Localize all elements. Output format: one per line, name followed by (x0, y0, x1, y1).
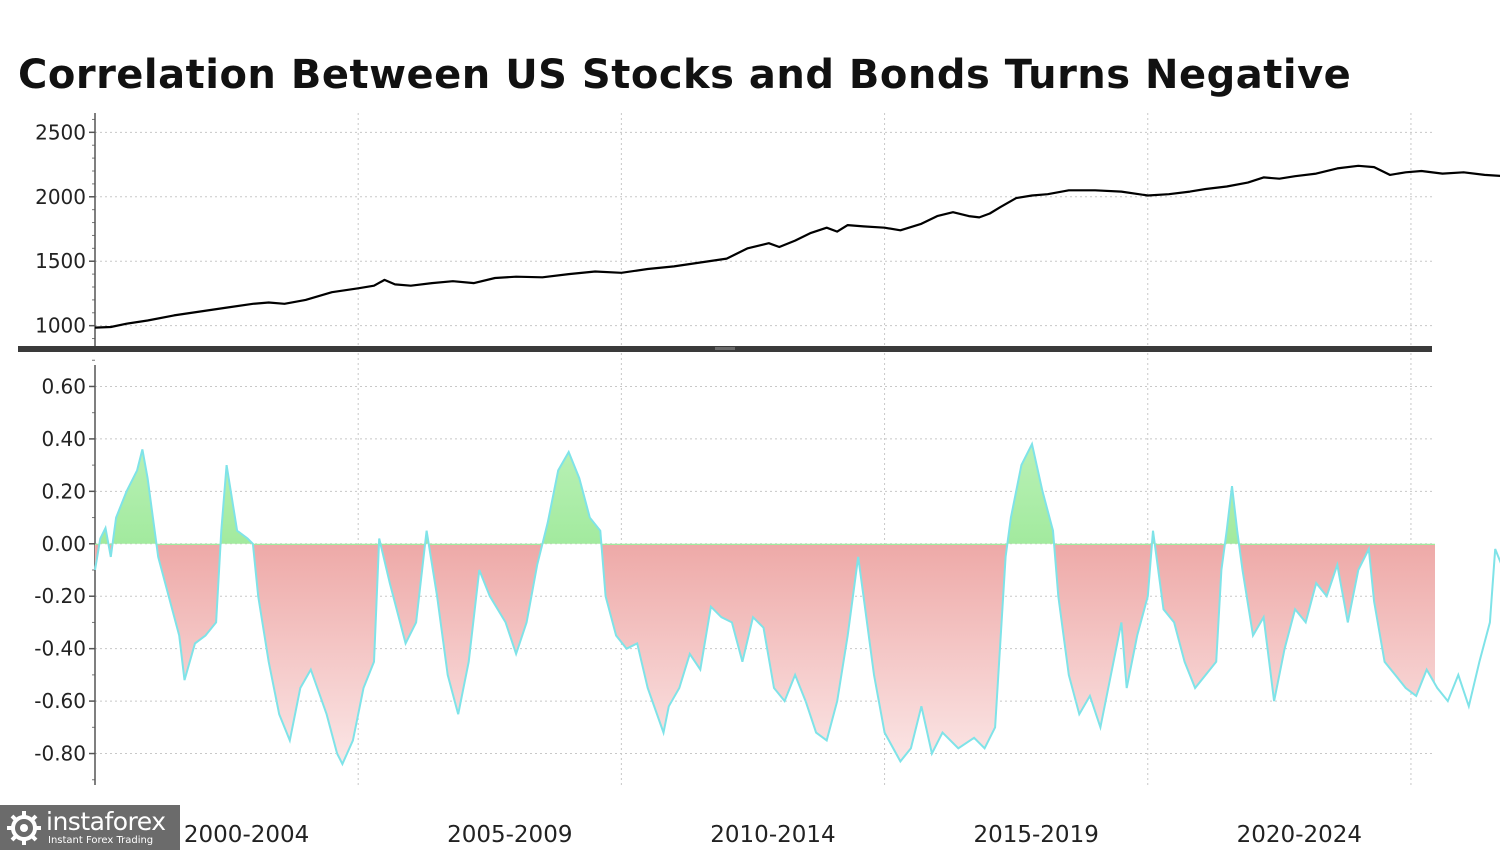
tick-labels: 1000 1500 2000 2500 0.60 0.40 0.20 0.00 -0.20 -0.… (34, 120, 1362, 848)
bottom-y-tick-label: 0.40 (41, 427, 86, 451)
x-axis-label: 2020-2024 (1237, 822, 1362, 848)
panel-divider-handle (715, 347, 735, 350)
x-axis-label: 2015-2019 (973, 822, 1098, 848)
instaforex-watermark: instaforex Instant Forex Trading (0, 805, 180, 850)
top-y-tick-label: 2500 (35, 120, 86, 144)
top-y-tick-label: 1000 (35, 314, 86, 338)
bottom-y-tick-label: -0.40 (34, 637, 86, 661)
watermark-brand: instaforex (46, 807, 166, 836)
watermark-tagline: Instant Forex Trading (48, 835, 154, 846)
top-y-tick-label: 1500 (35, 249, 86, 273)
correlation-area (94, 441, 1500, 767)
negative-correlation-area (95, 545, 1435, 764)
x-axis-label: 2010-2014 (710, 822, 835, 848)
bottom-y-tick-label: -0.80 (34, 742, 86, 766)
bottom-y-tick-label: 0.60 (41, 374, 86, 398)
stock-bond-index-line (94, 164, 1500, 329)
bottom-y-tick-label: -0.60 (34, 689, 86, 713)
bottom-y-tick-label: -0.20 (34, 584, 86, 608)
chart-title: Correlation Between US Stocks and Bonds … (18, 52, 1352, 98)
index-line-series (94, 164, 1500, 329)
positive-correlation-area (95, 444, 1435, 545)
correlation-outline (94, 441, 1500, 767)
bottom-y-tick-label: 0.00 (41, 532, 86, 556)
x-axis-label: 2000-2004 (184, 822, 309, 848)
x-axis-label: 2005-2009 (447, 822, 572, 848)
bottom-y-tick-label: 0.20 (41, 479, 86, 503)
top-y-tick-label: 2000 (35, 185, 86, 209)
instaforex-logo-icon (7, 811, 41, 845)
axis-layer (18, 113, 1432, 785)
